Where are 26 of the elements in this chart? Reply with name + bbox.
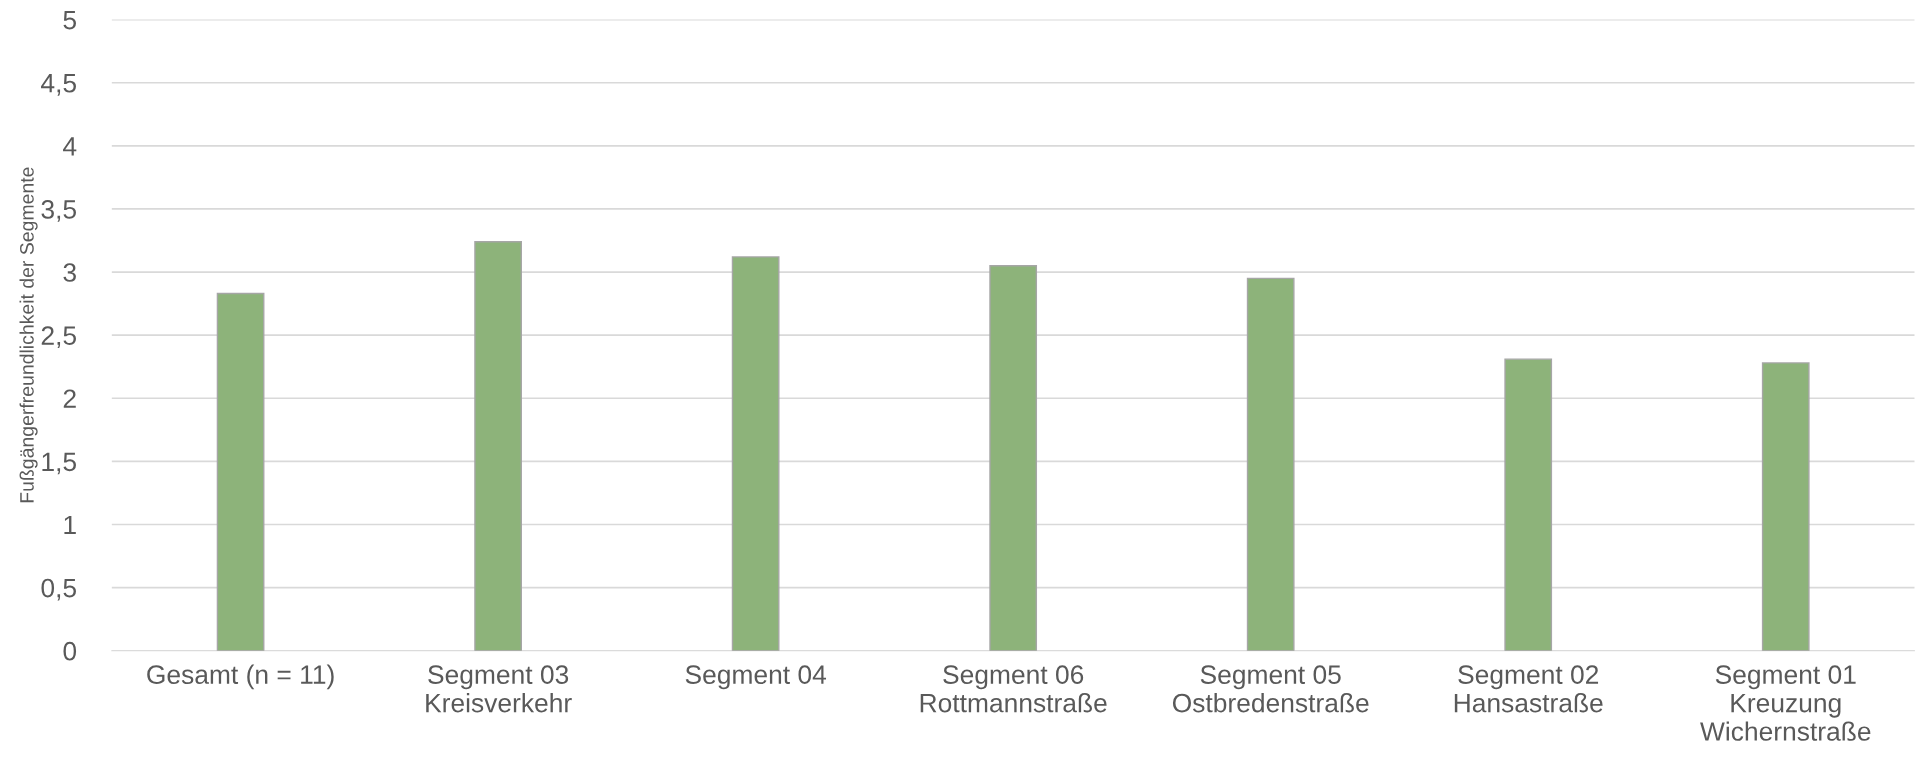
x-tick-label: Segment 06 Rottmannstraße [920, 665, 1107, 713]
y-tick-label: 0 [63, 641, 77, 661]
x-tick-label: Gesamt (n = 11) [147, 664, 334, 690]
x-tick-label: Segment 01 Kreuzung Wichernstraße [1700, 665, 1871, 741]
y-tick-label: 1 [64, 515, 76, 535]
y-tick-label: 1,5 [42, 452, 76, 475]
bar [216, 292, 265, 651]
y-tick-label: 3,5 [41, 200, 76, 222]
x-tick-label: Segment 02 Hansastraße [1454, 665, 1603, 713]
y-tick-label: 2,5 [41, 326, 76, 349]
x-tick-label: Segment 04 [685, 665, 827, 690]
bar [1761, 362, 1810, 651]
y-axis-title: Fußgängerfreundlichkeit der Segmente [19, 167, 38, 503]
bar [989, 265, 1038, 651]
y-tick-label: 3 [63, 263, 76, 282]
y-tick-label: 0,5 [41, 578, 76, 601]
y-tick-label: 4 [63, 137, 77, 156]
bar [731, 256, 780, 651]
y-tick-label: 4,5 [41, 74, 76, 96]
bar [474, 241, 522, 651]
bar [1246, 277, 1295, 651]
y-tick-label: 5 [63, 11, 76, 30]
y-tick-label: 2 [63, 389, 76, 408]
x-tick-label: Segment 03 Kreisverkehr [426, 665, 572, 713]
x-tick-label: Segment 05 Ostbredenstraße [1172, 665, 1369, 713]
bar [1504, 358, 1553, 651]
